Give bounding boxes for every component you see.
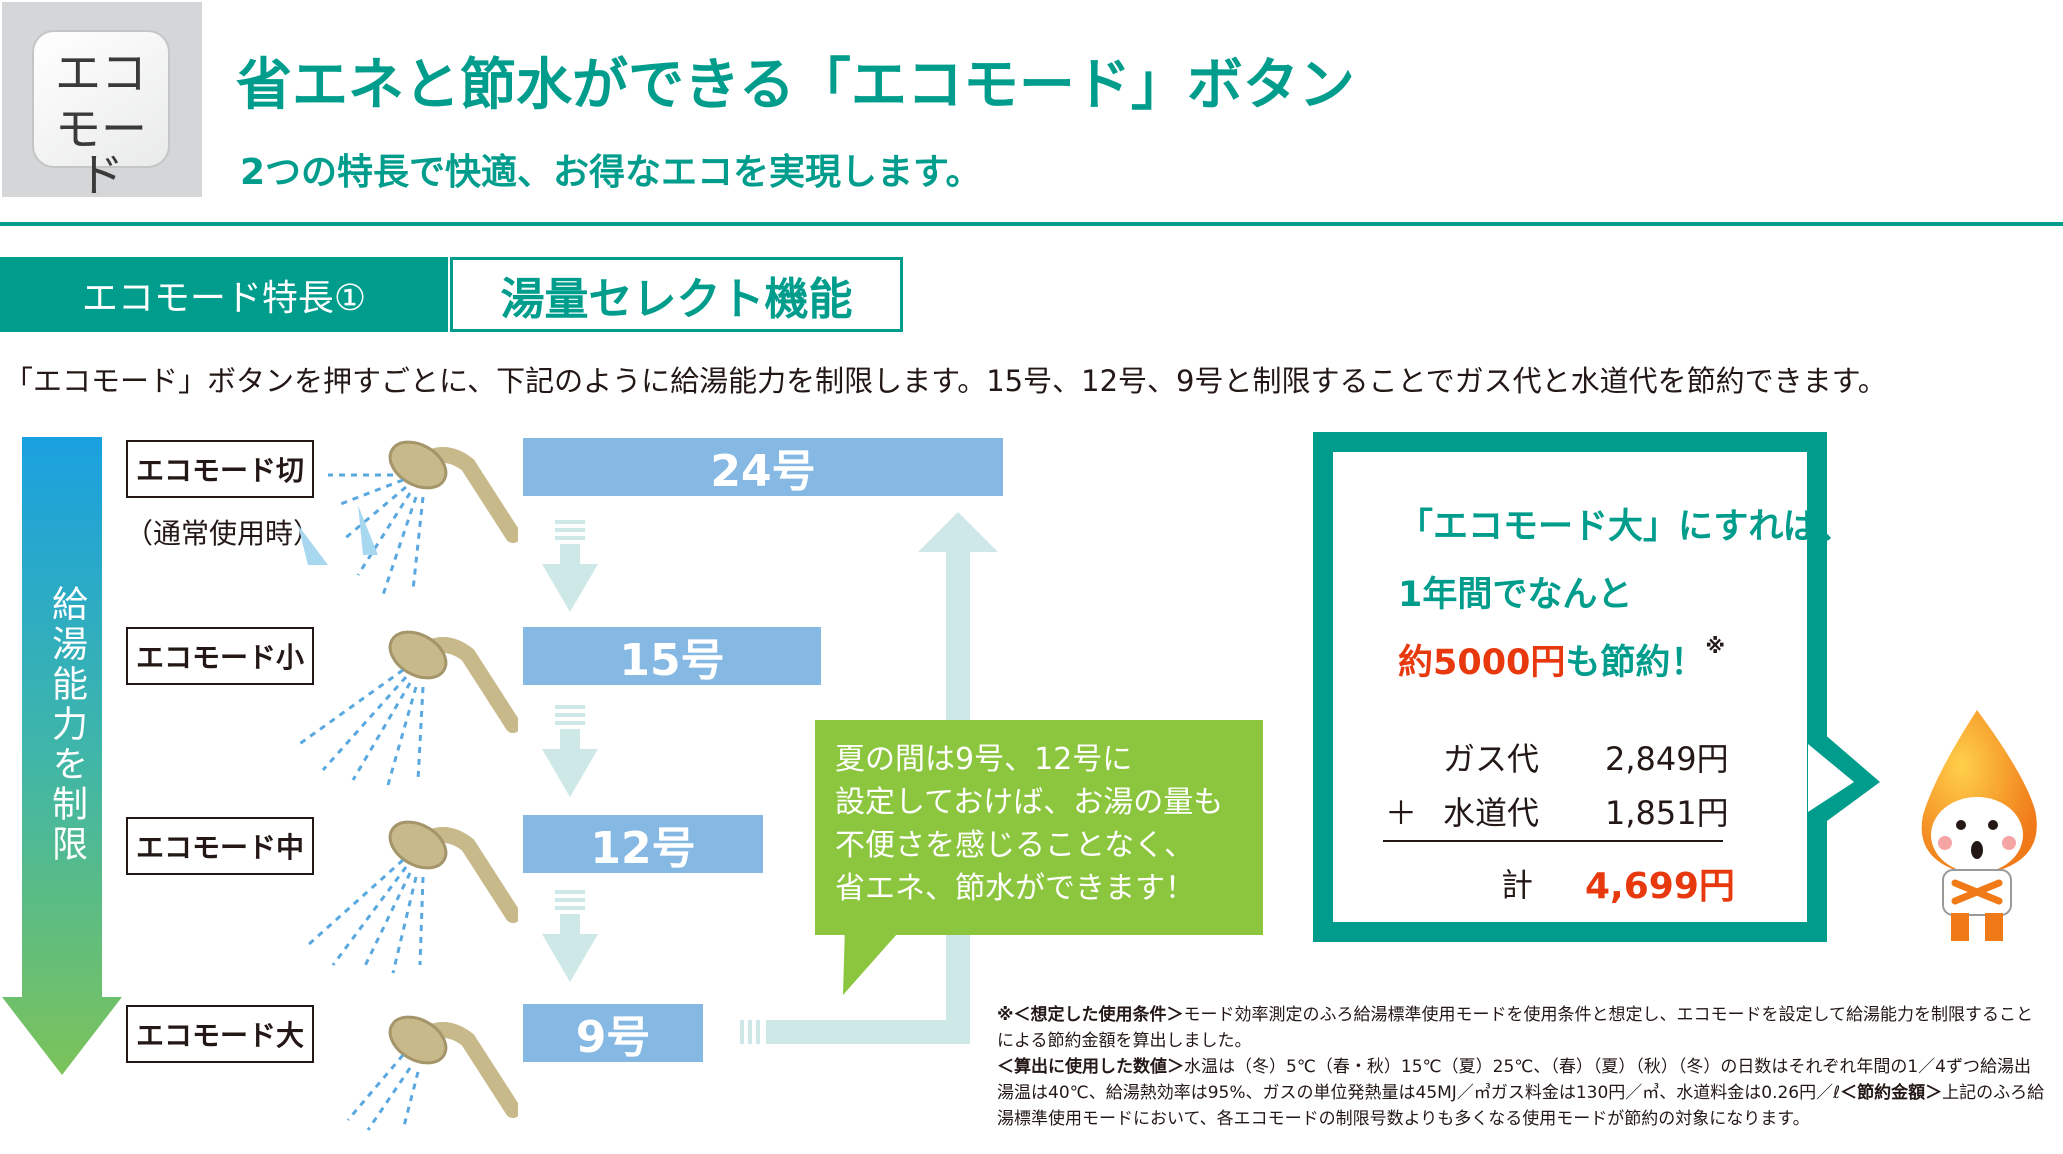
eco-button-text-2: モード xyxy=(55,102,147,202)
savings-line2: 1年間でなんと xyxy=(1398,575,1633,615)
capacity-bar-12: 12号 xyxy=(523,815,763,874)
savings-note-mark: ※ xyxy=(1705,634,1725,658)
note-1-body: モード効率測定のふろ給湯標準使用モードを使用条件と想定し、エコモードを設定して給… xyxy=(997,1005,2034,1051)
savings-box-tail xyxy=(1808,720,1880,835)
feature-description: 「エコモード」ボタンを押すごとに、下記のように給湯能力を制限します。15号、12… xyxy=(4,364,1887,398)
capacity-bar-15: 15号 xyxy=(523,627,821,686)
tip-line: 夏の間は9号、12号に xyxy=(835,742,1133,777)
down-arrow-3 xyxy=(542,890,598,982)
tip-line: 省エネ、節水ができます！ xyxy=(835,871,1195,906)
shower-icon-1 xyxy=(298,440,518,596)
header-divider xyxy=(0,222,2063,226)
capacity-limit-arrow xyxy=(2,437,122,1075)
note-3-head: ＜節約金額＞ xyxy=(1840,1083,1943,1103)
water-value: 1,851円 xyxy=(1605,794,1729,832)
page-title: 省エネと節水ができる「エコモード」ボタン xyxy=(236,53,1355,118)
mascot-character xyxy=(1921,710,2037,941)
water-label: 水道代 xyxy=(1443,794,1540,832)
plus-sign: ＋ xyxy=(1385,794,1418,832)
tip-bubble: 夏の間は9号、12号に 設定しておけば、お湯の量も 不便さを感じることなく、 省… xyxy=(815,720,1263,935)
eco-button-text-1: エコ xyxy=(55,46,147,100)
mode-medium-box: エコモード中 xyxy=(126,817,314,875)
savings-box: 「エコモード大」にすれば、 1年間でなんと 約5000円も節約！※ ガス代 2,… xyxy=(1313,432,1853,942)
note-3-body: 上記のふろ給湯標準使用モードにおいて、各エコモードの制限号数よりも多くなる使用モ… xyxy=(997,1083,2045,1129)
footnotes: ※＜想定した使用条件＞モード効率測定のふろ給湯標準使用モードを使用条件と想定し、… xyxy=(997,1002,2047,1132)
arrow-label: 給湯能力を制限 xyxy=(46,585,87,865)
tip-line: 不便さを感じることなく、 xyxy=(835,828,1195,863)
sum-line xyxy=(1383,840,1723,842)
mode-small-box: エコモード小 xyxy=(126,627,314,685)
capacity-bar-24: 24号 xyxy=(523,438,1003,497)
shower-illustrations xyxy=(297,440,518,1131)
eco-mode-button-face: エコ モード xyxy=(32,30,170,198)
note-1-head: ※＜想定した使用条件＞ xyxy=(997,1005,1184,1025)
shower-icon-3 xyxy=(306,820,518,974)
down-arrow-1 xyxy=(542,520,598,612)
total-value: 4,699円 xyxy=(1585,866,1735,907)
savings-line3: 約5000円も節約！※ xyxy=(1398,634,1725,685)
total-label: 計 xyxy=(1501,866,1534,904)
shower-icon-4 xyxy=(346,1015,518,1131)
mode-large-box: エコモード大 xyxy=(126,1005,314,1063)
mode-off-note: （通常使用時） xyxy=(125,517,322,550)
capacity-bar-9: 9号 xyxy=(523,1004,703,1063)
gas-value: 2,849円 xyxy=(1605,740,1729,778)
savings-line1: 「エコモード大」にすれば、 xyxy=(1398,507,1854,547)
tip-line: 設定しておけば、お湯の量も xyxy=(835,785,1224,820)
shower-icon-2 xyxy=(297,630,518,786)
page-subtitle: 2つの特長で快適、お得なエコを実現します。 xyxy=(240,152,982,193)
tip-bubble-tail xyxy=(843,925,905,995)
down-arrow-2 xyxy=(542,705,598,797)
eco-mode-button-image: エコ モード xyxy=(2,2,202,198)
note-2-head: ＜算出に使用した数値＞ xyxy=(997,1057,1184,1077)
mode-off-box: エコモード切 xyxy=(126,440,314,498)
feature-tab-name: 湯量セレクト機能 xyxy=(450,257,903,332)
savings-amount: 約5000円 xyxy=(1398,643,1566,683)
feature-tab-label: エコモード特長① xyxy=(0,257,448,332)
savings-suffix: も節約！ xyxy=(1565,643,1706,683)
gas-label: ガス代 xyxy=(1443,740,1540,778)
note-2-body: 水温は（冬）5℃（春・秋）15℃（夏）25℃、（春）（夏）（秋）（冬）の日数はそ… xyxy=(997,1057,2031,1103)
